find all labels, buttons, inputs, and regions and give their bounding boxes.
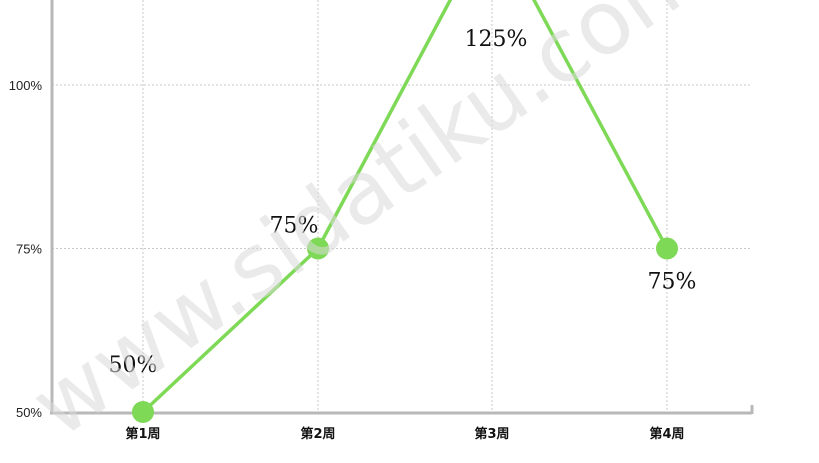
data-point (307, 237, 329, 260)
watermark: www.sidatiku.com (13, 0, 723, 457)
axes (50, 0, 754, 415)
x-axis-ticks: 第1周 第2周 第3周 第4周 (125, 426, 684, 442)
data-label: 75% (648, 270, 697, 295)
y-tick-label: 50% (16, 405, 42, 420)
x-tick-label: 第4周 (649, 426, 684, 442)
data-label: 75% (270, 214, 319, 239)
data-label: 125% (465, 27, 528, 52)
x-tick-label: 第2周 (300, 426, 335, 442)
y-tick-label: 100% (9, 78, 43, 93)
data-point (656, 237, 678, 260)
data-point (132, 401, 154, 423)
data-label: 50% (109, 353, 158, 378)
data-labels: 50% 75% 125% 75% (109, 27, 697, 378)
y-axis-ticks: 50% 75% 100% (9, 78, 43, 420)
y-tick-label: 75% (16, 242, 42, 257)
series (132, 0, 678, 423)
x-tick-label: 第1周 (125, 426, 160, 442)
series-line (141, 0, 669, 414)
x-tick-label: 第3周 (474, 426, 509, 442)
grid (52, 0, 752, 412)
